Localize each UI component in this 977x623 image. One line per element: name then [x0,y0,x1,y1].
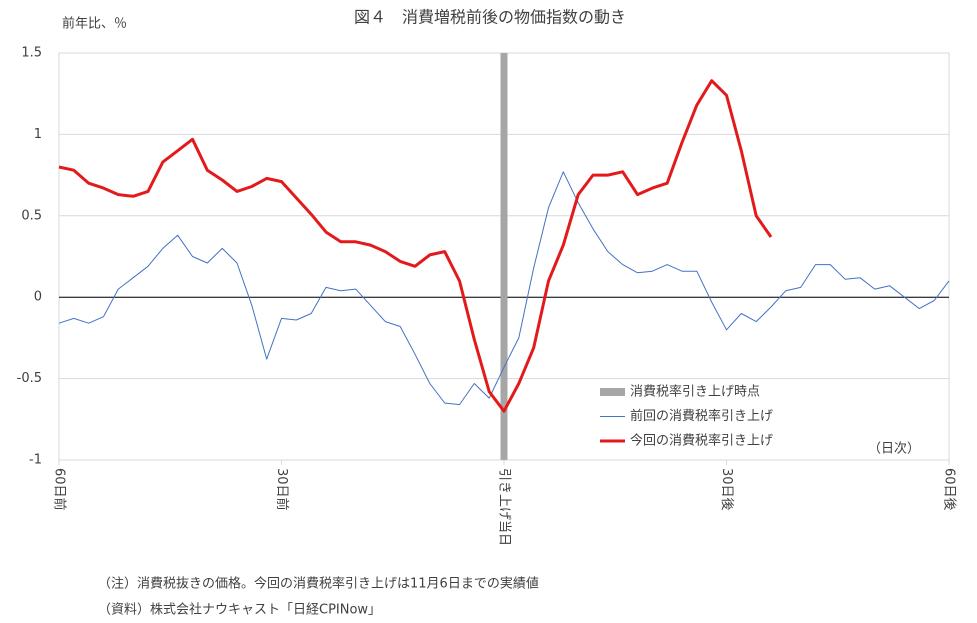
legend-swatch [600,388,625,396]
y-tick-label: 0.5 [21,208,42,223]
line-series [58,79,773,413]
event-bar [500,53,508,460]
x-tick-label: 60日前 [52,468,68,511]
line-series [58,171,950,406]
y-tick-label: 0 [34,290,42,305]
legend-label: 消費税率引き上げ時点 [630,384,760,400]
x-tick-label: 30日後 [719,468,734,511]
y-tick-label: -0.5 [17,371,42,386]
x-tick-label: 引き上げ当日 [497,468,512,546]
y-tick-label: -1 [29,453,42,468]
note: （注）消費税抜きの価格。今回の消費税率引き上げは11月6日までの実績値 [98,576,539,592]
legend-label: 今回の消費税率引き上げ [630,433,773,449]
x-unit-label: （日次） [868,441,920,457]
y-tick-label: 1.5 [21,46,42,61]
note: （資料）株式会社ナウキャスト「日経CPINow」 [98,602,381,618]
y-tick-label: 1 [34,127,42,142]
legend-label: 前回の消費税率引き上げ [630,408,773,424]
x-tick-label: 30日前 [274,468,290,511]
x-tick-label: 60日後 [942,468,957,511]
chart-title: 図４ 消費増税前後の物価指数の動き [354,8,626,27]
y-axis-label: 前年比、％ [62,16,127,32]
